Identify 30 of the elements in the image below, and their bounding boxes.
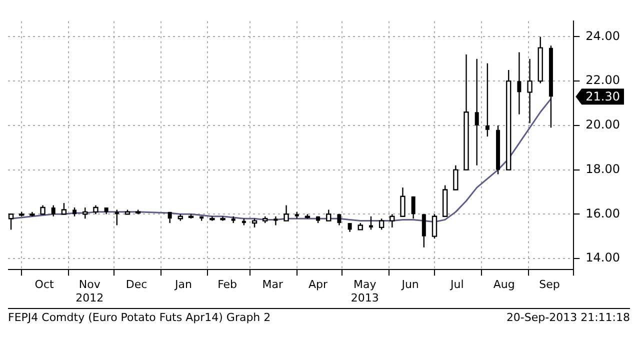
candlestick xyxy=(51,204,56,217)
candlestick xyxy=(517,52,522,115)
y-tick-label: 16.00 xyxy=(586,206,620,220)
candlestick xyxy=(411,196,416,220)
x-tick-label: May 2013 xyxy=(350,278,379,304)
y-tick-label: 20.00 xyxy=(586,118,620,132)
x-tick-label: Apr xyxy=(308,278,328,292)
y-tick-label: 18.00 xyxy=(586,162,620,176)
candlestick xyxy=(114,209,119,226)
x-tick-label: Nov 2012 xyxy=(76,278,104,304)
y-tick-label: 24.00 xyxy=(586,28,620,43)
candlestick xyxy=(368,216,373,230)
x-tick-label: Jul xyxy=(450,278,464,292)
text: 20-Sep-2013 21:11:18 xyxy=(506,311,630,324)
candlestick xyxy=(474,58,479,166)
text: FEPJ4 Comdty (Euro Potato Futs Apr14) Graph 2 xyxy=(8,311,271,324)
x-tick-label: Dec xyxy=(126,278,148,292)
text: 21.30 xyxy=(586,90,620,104)
candlestick xyxy=(485,62,490,138)
y-tick-label: 22.00 xyxy=(586,73,620,88)
x-tick-label: Jan xyxy=(174,278,192,292)
candlestick xyxy=(422,214,426,248)
x-tick-label: Mar xyxy=(262,278,284,292)
y-tick-label: 14.00 xyxy=(586,250,620,265)
x-tick-label: Oct xyxy=(34,278,54,292)
candlestick xyxy=(337,214,342,226)
x-tick-label: Jun xyxy=(400,278,419,292)
x-tick-label: Feb xyxy=(218,278,238,292)
x-tick-label: Aug xyxy=(493,278,515,292)
x-tick-label: Sep xyxy=(539,278,560,292)
